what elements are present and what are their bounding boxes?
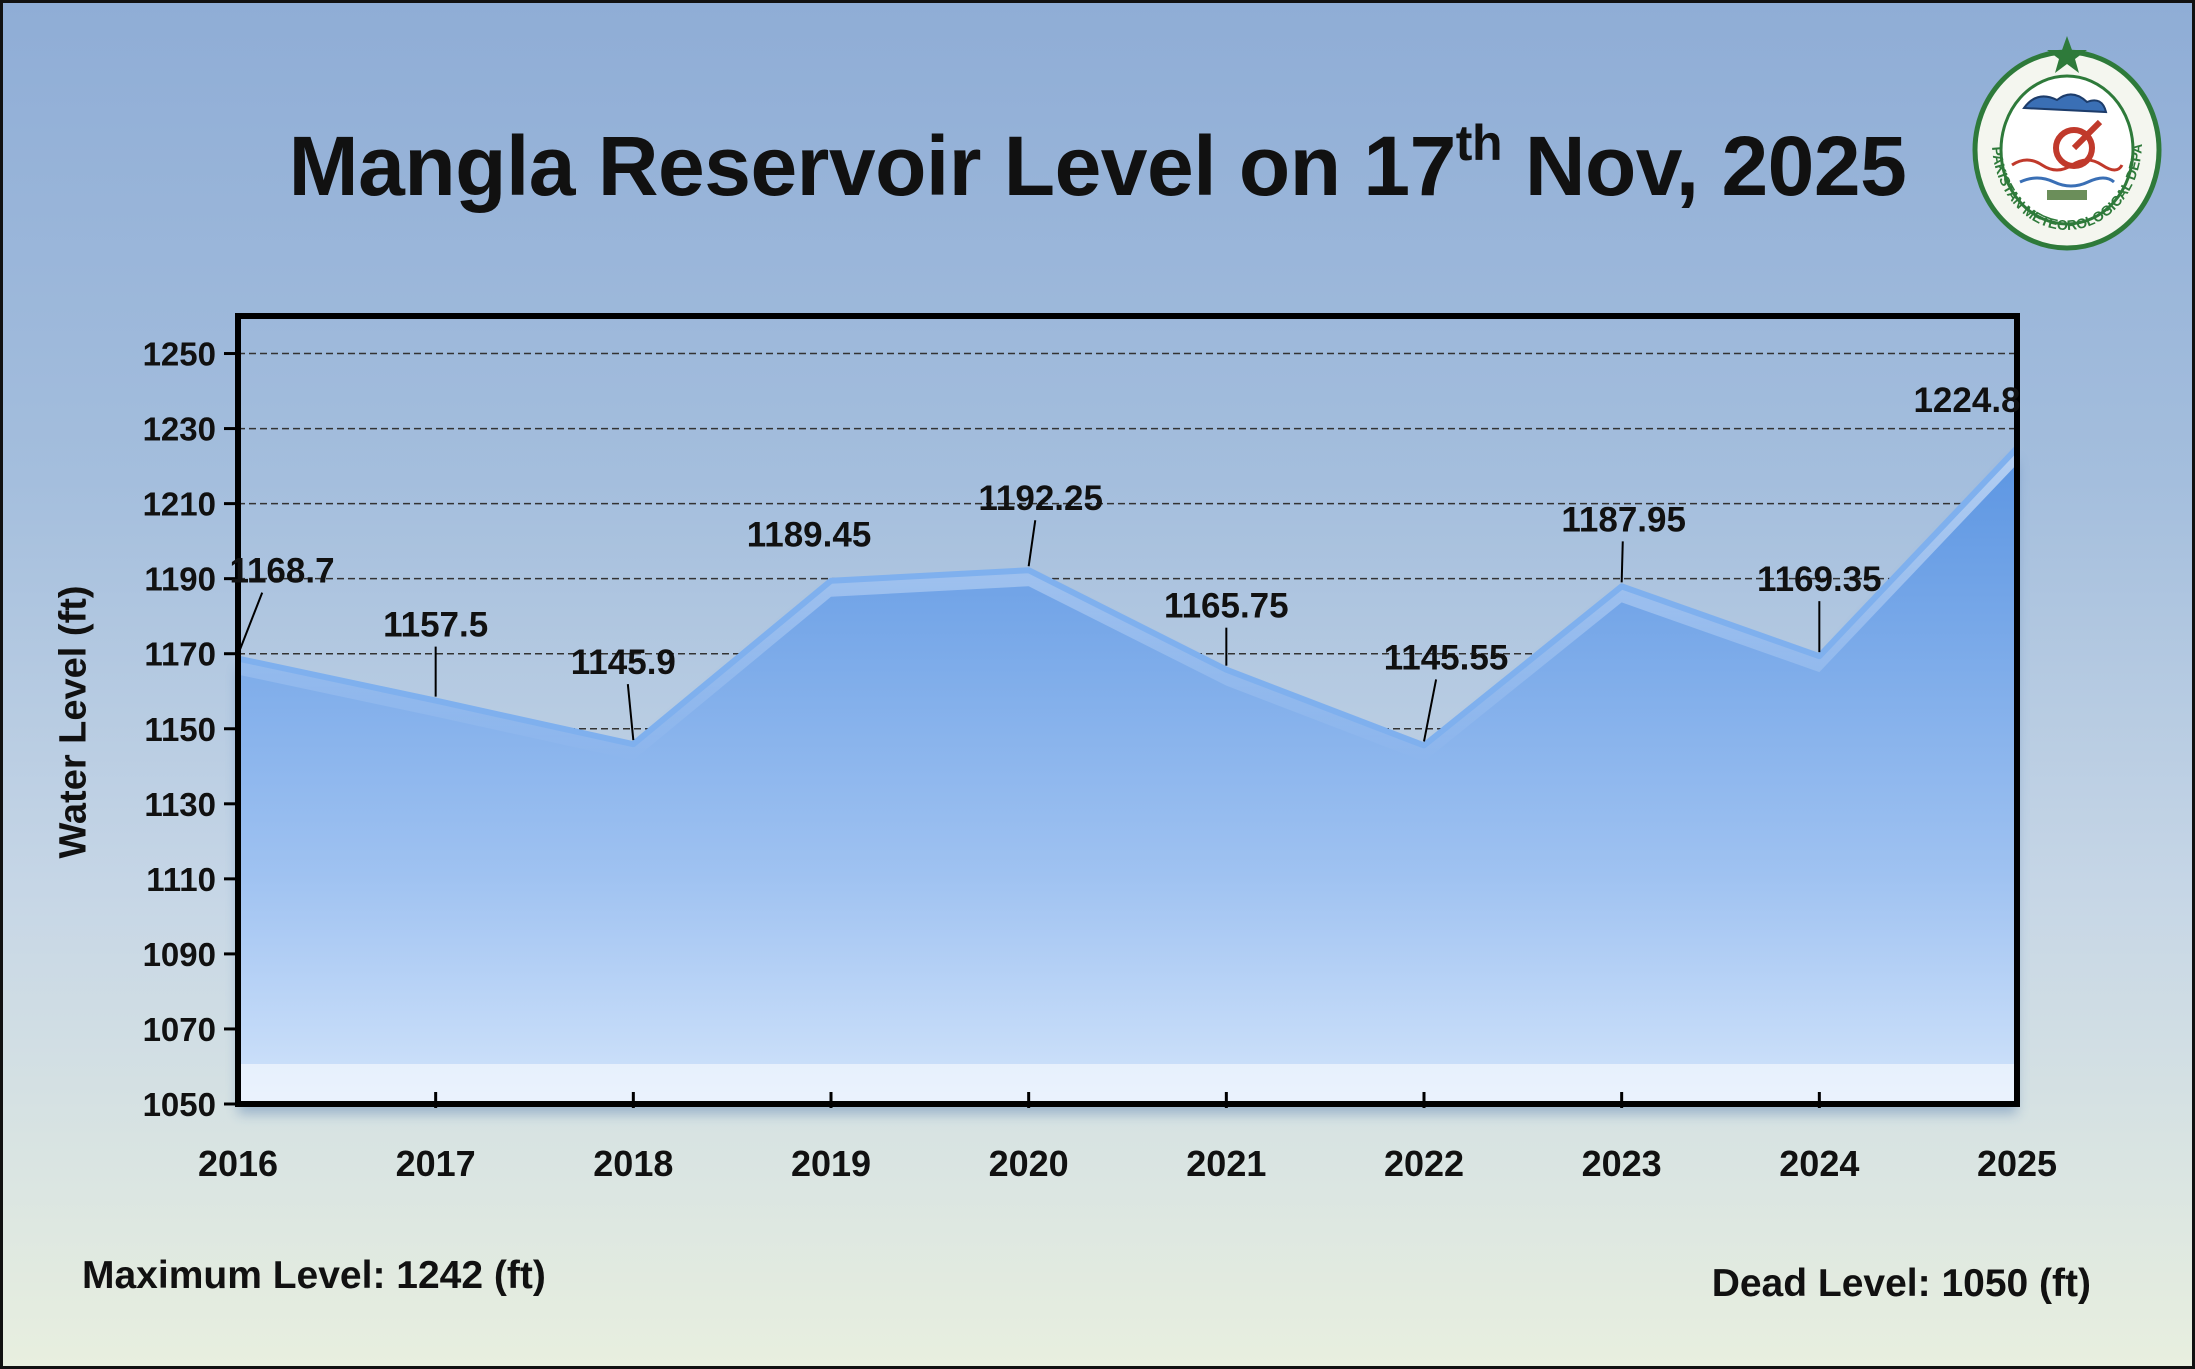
chart-title: Mangla Reservoir Level on 17th Nov, 2025 [288,115,1907,213]
maximum-level-note: Maximum Level: 1242 (ft) [82,1254,546,1297]
title-ordinal-suffix: th [1455,115,1503,171]
star-icon [2047,36,2087,73]
y-axis-label: Water Level (ft) [52,585,95,859]
dead-level-note: Dead Level: 1050 (ft) [1711,1262,2091,1305]
pmd-logo: PAKISTAN METEOROLOGICAL DEPARTMENT [1962,30,2162,251]
